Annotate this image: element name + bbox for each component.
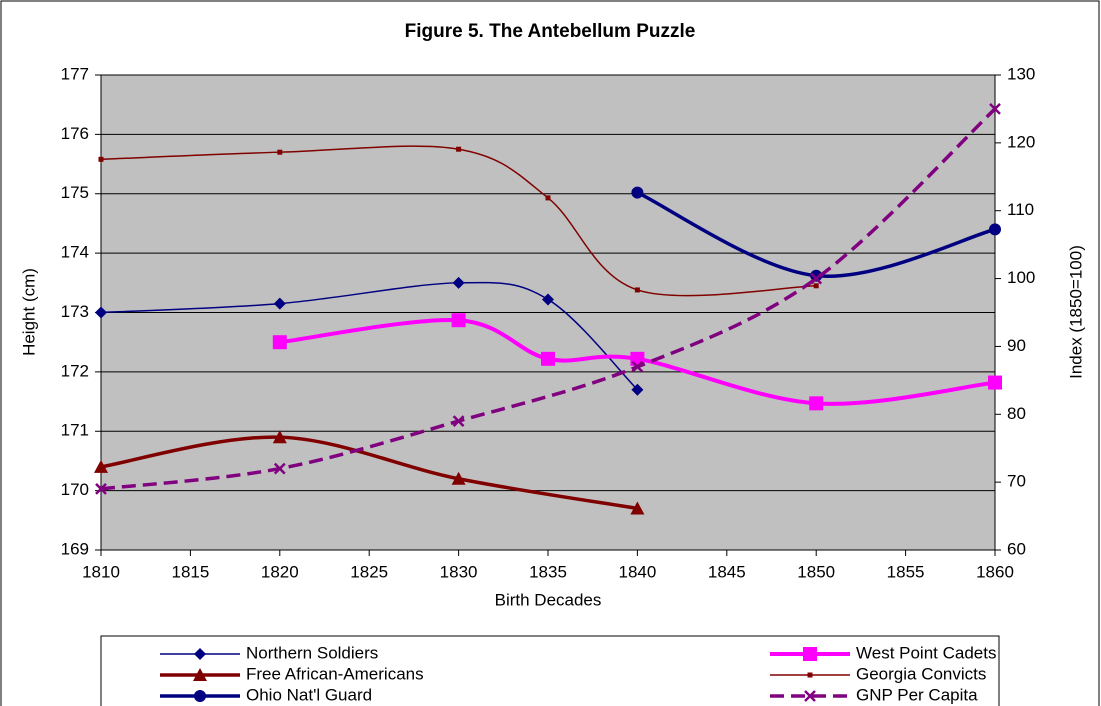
legend-label: Georgia Convicts xyxy=(856,664,986,683)
y2-tick-label: 110 xyxy=(1007,200,1034,219)
data-point xyxy=(634,287,640,293)
y2-tick-label: 80 xyxy=(1007,404,1026,423)
x-tick-label: 1860 xyxy=(976,562,1014,581)
y2-tick-label: 100 xyxy=(1007,268,1035,287)
x-tick-label: 1835 xyxy=(529,562,567,581)
x-axis-label: Birth Decades xyxy=(495,590,602,609)
data-point xyxy=(810,272,823,285)
x-tick-label: 1810 xyxy=(82,562,120,581)
series-line xyxy=(279,317,996,406)
data-point xyxy=(542,293,554,306)
legend-marker xyxy=(804,690,816,702)
x-tick-label: 1820 xyxy=(261,562,299,581)
y-tick-label: 176 xyxy=(61,124,89,143)
x-tick-label: 1850 xyxy=(797,562,835,581)
data-point xyxy=(813,283,819,289)
data-point xyxy=(541,351,555,366)
legend-box xyxy=(100,635,1000,706)
legend-marker xyxy=(194,648,206,660)
data-point xyxy=(545,195,551,201)
y2-tick-label: 130 xyxy=(1007,64,1035,83)
y2-tick-label: 60 xyxy=(1007,539,1026,558)
y-axis-label: Height (cm) xyxy=(19,268,38,356)
data-point xyxy=(989,103,1001,115)
x-tick-label: 1855 xyxy=(887,562,925,581)
x-tick-label: 1840 xyxy=(618,562,656,581)
data-point xyxy=(456,146,462,152)
y-tick-label: 174 xyxy=(61,243,89,262)
data-point xyxy=(451,471,466,485)
series-line xyxy=(100,145,817,297)
x-tick-label: 1830 xyxy=(440,562,478,581)
data-point xyxy=(451,313,466,328)
data-point xyxy=(272,430,287,444)
x-tick-label: 1845 xyxy=(708,562,746,581)
data-point xyxy=(94,459,108,473)
legend-label: Ohio Nat'l Guard xyxy=(246,685,372,704)
y-tick-label: 175 xyxy=(61,183,89,202)
data-point xyxy=(272,335,287,350)
data-point xyxy=(810,269,823,282)
data-point xyxy=(452,415,465,427)
data-point xyxy=(452,276,465,289)
y2-tick-label: 90 xyxy=(1007,336,1026,355)
data-point xyxy=(277,149,283,155)
x-tick-label: 1815 xyxy=(171,562,209,581)
y-tick-label: 171 xyxy=(61,421,89,440)
data-point xyxy=(95,306,107,319)
y2-axis-label: Index (1850=100) xyxy=(1066,245,1085,379)
data-point xyxy=(273,462,286,475)
data-point xyxy=(631,186,644,199)
series-line xyxy=(100,107,997,491)
legend-marker xyxy=(807,672,813,678)
series-line xyxy=(100,435,638,511)
x-tick-label: 1825 xyxy=(350,562,388,581)
data-point xyxy=(630,501,645,515)
data-point xyxy=(98,156,104,162)
legend-label: West Point Cadets xyxy=(856,643,996,662)
data-point xyxy=(273,297,286,310)
chart-title: Figure 5. The Antebellum Puzzle xyxy=(405,21,696,42)
data-point xyxy=(631,383,644,396)
legend-label: Northern Soldiers xyxy=(246,643,378,662)
legend-marker xyxy=(193,668,207,681)
y-tick-label: 170 xyxy=(61,480,89,499)
y2-tick-label: 120 xyxy=(1007,132,1035,151)
legend-marker xyxy=(194,690,206,702)
legend-label: Free African-Americans xyxy=(246,664,424,683)
legend-label: GNP Per Capita xyxy=(856,685,978,704)
y-tick-label: 169 xyxy=(61,539,89,558)
y-tick-label: 172 xyxy=(61,361,89,380)
data-point xyxy=(989,223,1001,236)
y2-tick-label: 70 xyxy=(1007,472,1026,491)
legend-marker xyxy=(803,647,817,661)
series-line xyxy=(100,281,638,391)
data-point xyxy=(95,483,107,495)
data-point xyxy=(809,396,824,411)
y-tick-label: 173 xyxy=(61,302,89,321)
data-point xyxy=(631,360,644,373)
data-point xyxy=(988,375,1002,390)
y-tick-label: 177 xyxy=(61,64,89,83)
